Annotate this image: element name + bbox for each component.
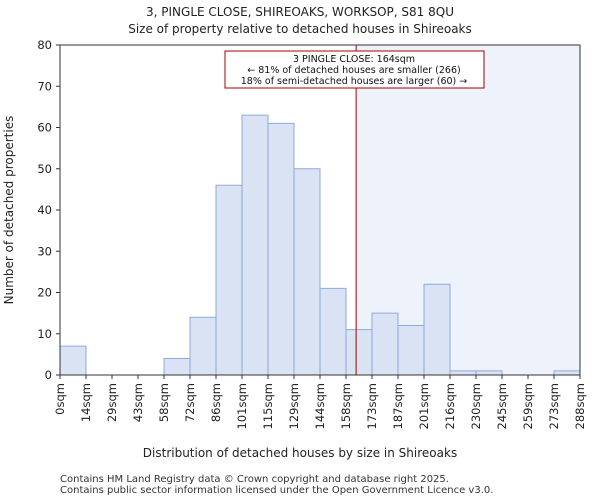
x-tick-label: 72sqm — [183, 383, 197, 422]
x-tick-label: 245sqm — [495, 383, 509, 429]
annotation-line-2: ← 81% of detached houses are smaller (26… — [247, 65, 460, 76]
x-tick-label: 0sqm — [53, 383, 67, 415]
x-tick-label: 14sqm — [79, 383, 93, 422]
x-tick-label: 173sqm — [365, 383, 379, 429]
annotation-box: 3 PINGLE CLOSE: 164sqm ← 81% of detached… — [224, 50, 485, 89]
histogram-bar — [319, 287, 347, 376]
histogram-bar — [371, 312, 399, 376]
y-tick-label: 10 — [37, 327, 52, 341]
histogram-bar — [163, 358, 191, 376]
histogram-bar — [449, 370, 477, 376]
annotation-line-1: 3 PINGLE CLOSE: 164sqm — [293, 54, 415, 65]
annotation-frame — [224, 50, 485, 89]
histogram-bar — [553, 370, 581, 376]
y-tick-label: 20 — [37, 286, 52, 300]
annotation-line-3: 18% of semi-detached houses are larger (… — [241, 76, 468, 87]
x-tick-label: 201sqm — [417, 383, 431, 429]
y-tick-label: 50 — [37, 162, 52, 176]
y-tick-label: 60 — [37, 121, 52, 135]
x-tick-label: 101sqm — [235, 383, 249, 429]
histogram-bar — [345, 329, 373, 376]
histogram-bar — [475, 370, 503, 376]
y-tick-label: 80 — [37, 38, 52, 52]
x-tick-label: 58sqm — [157, 383, 171, 422]
footer-line-1: Contains HM Land Registry data © Crown c… — [60, 474, 449, 485]
histogram-bar — [59, 345, 87, 376]
x-tick-label: 230sqm — [469, 383, 483, 429]
histogram-bar — [215, 184, 243, 376]
y-tick-label: 0 — [45, 368, 52, 382]
x-tick-label: 115sqm — [261, 383, 275, 429]
x-tick-label: 187sqm — [391, 383, 405, 429]
x-axis-label: Distribution of detached houses by size … — [143, 446, 457, 460]
histogram-bar — [241, 114, 269, 376]
chart-subtitle: Size of property relative to detached ho… — [128, 22, 472, 36]
histogram-bar — [189, 316, 217, 376]
histogram-bar — [267, 122, 295, 376]
x-tick-label: 288sqm — [573, 383, 587, 429]
y-tick-label: 70 — [37, 79, 52, 93]
x-tick-label: 216sqm — [443, 383, 457, 429]
histogram-bar — [423, 283, 451, 376]
y-tick-label: 30 — [37, 244, 52, 258]
x-tick-label: 86sqm — [209, 383, 223, 422]
x-tick-label: 29sqm — [105, 383, 119, 422]
histogram-bar — [397, 325, 425, 376]
x-tick-label: 43sqm — [131, 383, 145, 422]
y-axis-label: Number of detached properties — [2, 116, 16, 305]
x-tick-label: 158sqm — [339, 383, 353, 429]
x-tick-label: 129sqm — [287, 383, 301, 429]
footer-line-2: Contains public sector information licen… — [60, 485, 493, 496]
chart-title: 3, PINGLE CLOSE, SHIREOAKS, WORKSOP, S81… — [146, 5, 454, 19]
x-tick-label: 144sqm — [313, 383, 327, 429]
x-tick-label: 273sqm — [547, 383, 561, 429]
x-tick-label: 259sqm — [521, 383, 535, 429]
histogram-bar — [293, 168, 321, 376]
y-tick-label: 40 — [37, 203, 52, 217]
